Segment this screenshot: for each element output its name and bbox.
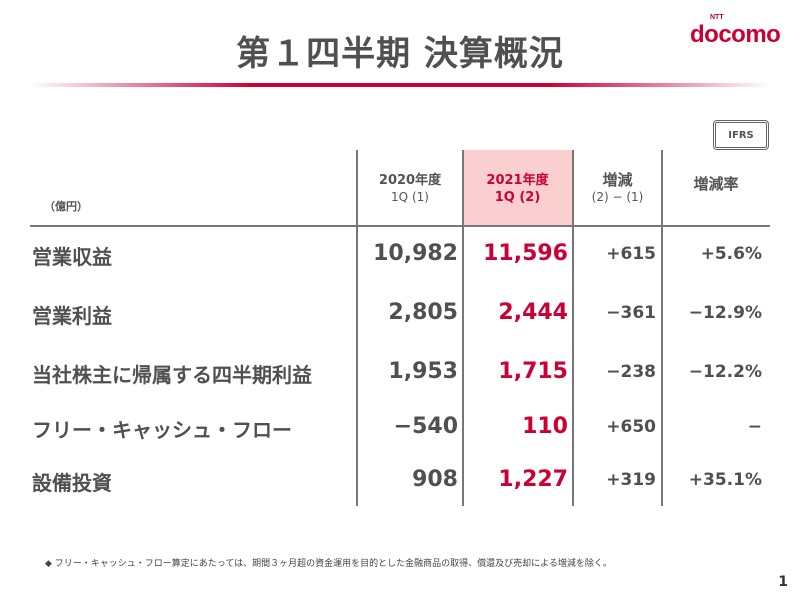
value-2020: 10,982 (373, 241, 458, 266)
row-label: 営業利益 (32, 304, 112, 328)
column-divider (356, 150, 358, 506)
docomo-logo: NTT docomo (690, 14, 781, 48)
unit-label: （億円） (44, 200, 88, 213)
value-2021: 110 (522, 414, 568, 439)
header-2021: 2021年度 1Q (2) (486, 173, 549, 205)
header-divider (30, 225, 770, 227)
table-row: 営業収益 10,982 11,596 +615 +5.6% (0, 241, 800, 271)
value-2020: −540 (393, 414, 458, 439)
column-divider (462, 150, 464, 506)
value-diff: +615 (606, 244, 656, 264)
value-2021: 1,715 (498, 359, 568, 384)
column-divider (572, 150, 574, 506)
value-2020: 2,805 (388, 300, 458, 325)
page-title: 第１四半期 決算概況 (236, 34, 564, 74)
table-row: 当社株主に帰属する四半期利益 1,953 1,715 −238 −12.2% (0, 359, 800, 389)
logo-docomo: docomo (690, 21, 781, 48)
value-2020: 1,953 (388, 359, 458, 384)
value-rate: +5.6% (700, 244, 762, 264)
logo-ntt: NTT (710, 14, 724, 21)
value-diff: −361 (606, 303, 656, 323)
value-2021: 1,227 (498, 467, 568, 492)
title-divider (30, 83, 770, 87)
value-diff: +650 (606, 417, 656, 437)
value-2021: 2,444 (498, 300, 568, 325)
table-row: フリー・キャッシュ・フロー −540 110 +650 − (0, 414, 800, 444)
ifrs-badge: IFRS (713, 120, 769, 150)
header-diff: 増減 (2) − (1) (591, 171, 644, 205)
row-label: フリー・キャッシュ・フロー (32, 418, 292, 442)
table-row: 設備投資 908 1,227 +319 +35.1% (0, 467, 800, 497)
row-label: 当社株主に帰属する四半期利益 (32, 363, 312, 387)
row-label: 営業収益 (32, 245, 112, 269)
table-row: 営業利益 2,805 2,444 −361 −12.9% (0, 300, 800, 330)
row-label: 設備投資 (32, 471, 112, 495)
header-rate: 増減率 (693, 175, 739, 193)
header-2020: 2020年度 1Q (1) (378, 173, 442, 204)
value-diff: −238 (606, 362, 656, 382)
value-rate: −12.2% (688, 362, 762, 382)
value-diff: +319 (606, 470, 656, 490)
value-2021: 11,596 (483, 241, 568, 266)
highlight-column (463, 150, 572, 226)
value-rate: −12.9% (688, 303, 762, 323)
column-divider (661, 150, 663, 506)
value-2020: 908 (412, 467, 458, 492)
value-rate: +35.1% (688, 470, 762, 490)
value-rate: − (747, 417, 762, 437)
page-number: 1 (778, 574, 788, 590)
footnote: ◆ フリー・キャッシュ・フロー算定にあたっては、期間３ヶ月超の資金運用を目的とし… (45, 559, 612, 569)
